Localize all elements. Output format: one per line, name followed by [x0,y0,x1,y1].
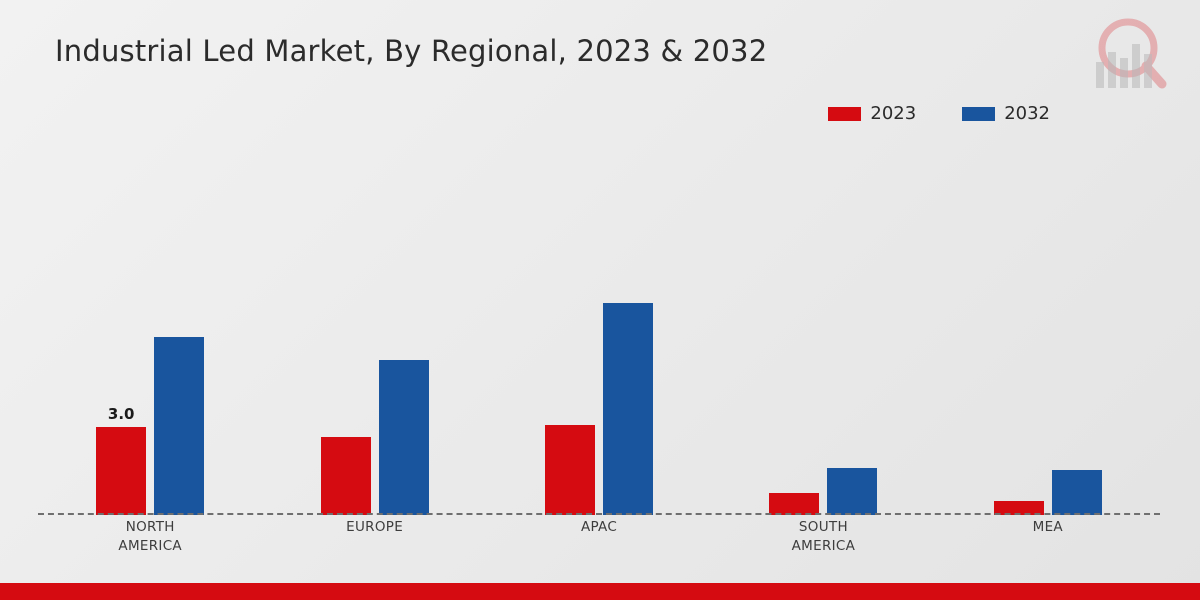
x-tick-line: APAC [580,519,618,535]
bar-group-mea [936,140,1160,515]
legend-swatch-2023 [828,106,862,121]
bar-2023-apac [545,425,596,515]
bar-value-2023-north-america: 3.0 [107,405,135,423]
bar-2023-mea [993,501,1044,515]
x-axis-tick-labels: NORTH AMERICA EUROPE APAC SOUTH AMERICA … [38,518,1160,556]
bar-2023-south-america [769,493,820,515]
x-tick-line: NORTH [125,519,175,535]
legend-label-2023: 2023 [870,103,917,124]
bars [545,303,654,515]
bar-group-apac [487,140,711,515]
x-tick-europe: EUROPE [262,518,486,556]
x-tick-south-america: SOUTH AMERICA [711,518,935,556]
bar-2032-apac [603,303,654,515]
bar-2032-north-america [154,337,205,515]
bar-group-north-america: 3.0 [38,140,262,515]
x-tick-mea: MEA [936,518,1160,556]
bar-2032-europe [378,360,429,515]
legend-swatch-2032 [962,106,996,121]
bar-2032-mea [1051,470,1102,515]
bars [320,360,429,515]
legend-item-2032: 2032 [962,103,1050,124]
footer-accent-bar [0,583,1200,600]
x-axis-baseline [38,513,1160,515]
market-research-future-logo-icon [1076,14,1176,100]
legend-label-2032: 2032 [1004,103,1050,124]
page-title: Industrial Led Market, By Regional, 2023… [55,34,768,68]
bar-group-south-america [711,140,935,515]
bars [769,468,878,515]
bar-2023-north-america: 3.0 [96,405,147,515]
x-tick-line: EUROPE [346,519,404,535]
legend-item-2023: 2023 [828,103,916,124]
x-tick-line: MEA [1032,519,1063,535]
plot-area: 3.0 [38,140,1160,515]
x-tick-line: AMERICA [118,538,182,554]
bars [993,470,1102,515]
bar-group-europe [262,140,486,515]
bar-2032-south-america [827,468,878,515]
bars: 3.0 [96,337,205,515]
chart-legend: 2023 2032 [828,103,1050,124]
bar-2023-europe [320,437,371,515]
x-tick-north-america: NORTH AMERICA [38,518,262,556]
x-tick-line: SOUTH [798,519,848,535]
x-tick-apac: APAC [487,518,711,556]
x-tick-line: AMERICA [791,538,856,554]
bar-groups: 3.0 [38,140,1160,515]
